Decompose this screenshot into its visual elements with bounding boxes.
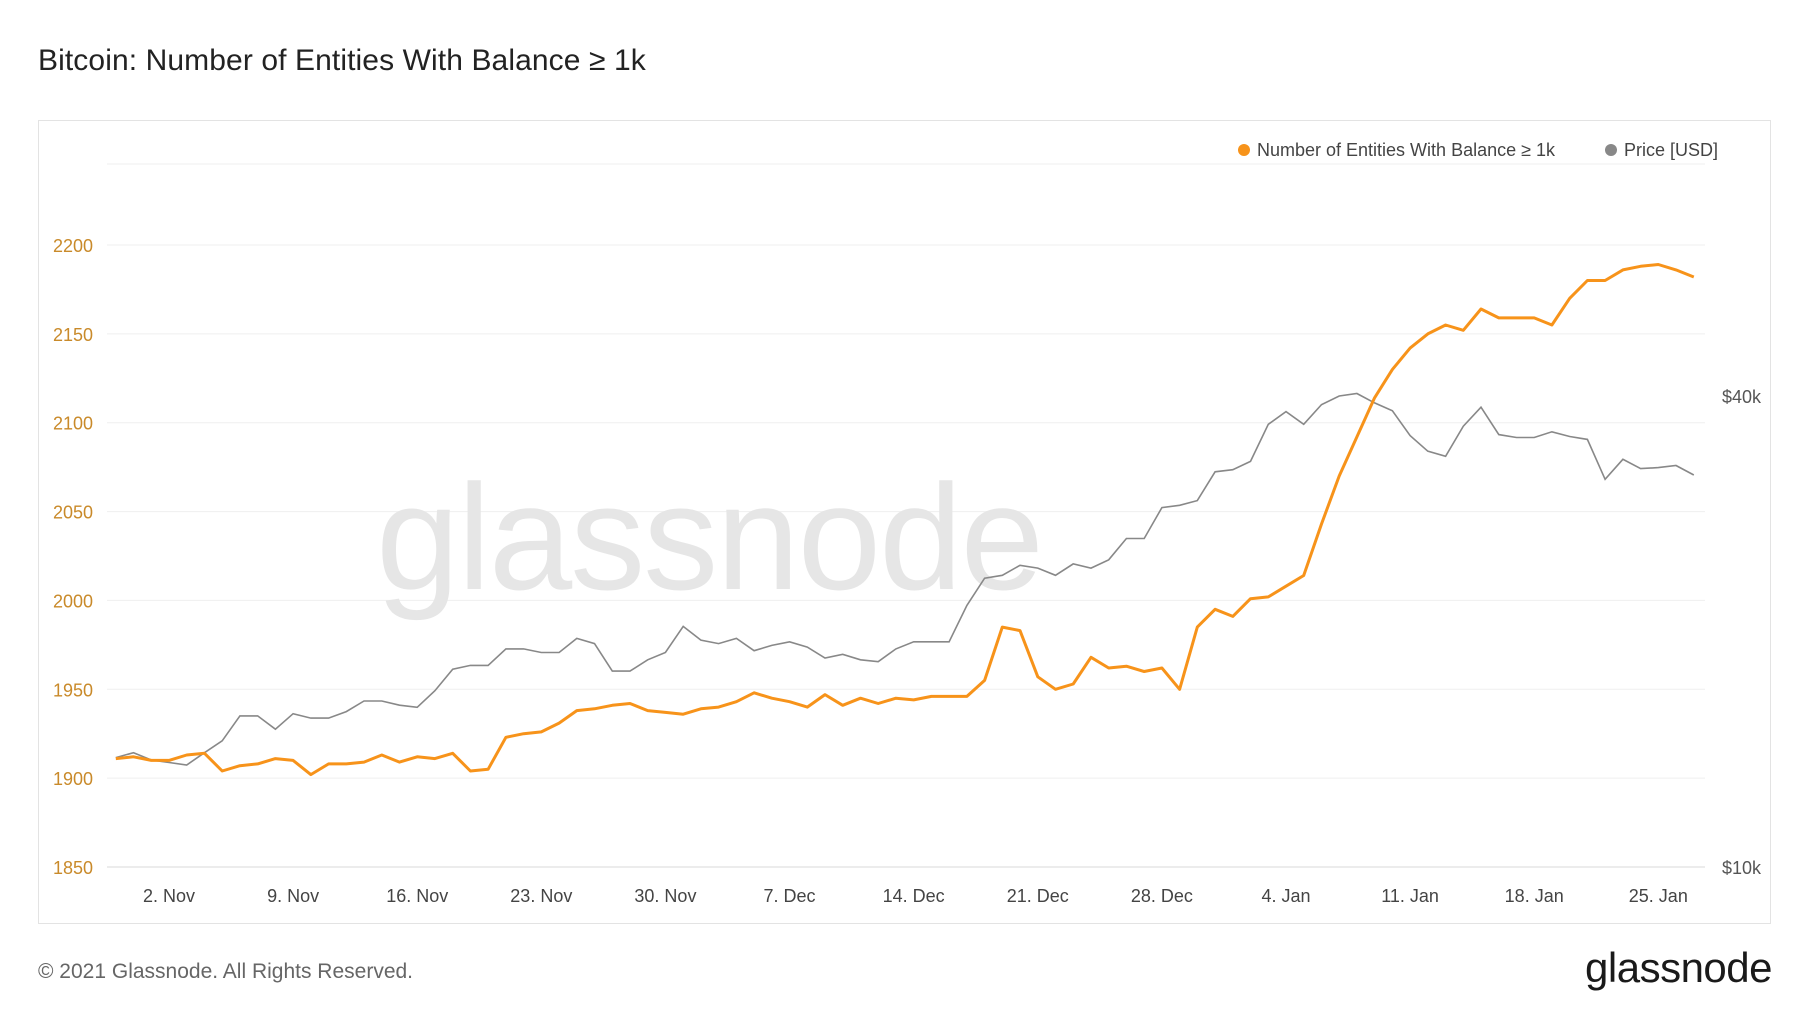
legend-item-entities[interactable]: Number of Entities With Balance ≥ 1k — [1238, 140, 1556, 160]
price-series-line — [115, 392, 1695, 766]
x-tick-label: 2. Nov — [143, 886, 195, 906]
legend-dot-price — [1605, 144, 1617, 156]
right-tick-label: $10k — [1722, 858, 1762, 878]
legend-label-price: Price [USD] — [1624, 140, 1718, 160]
x-tick-label: 14. Dec — [883, 886, 945, 906]
x-tick-label: 25. Jan — [1629, 886, 1688, 906]
legend-item-price[interactable]: Price [USD] — [1605, 140, 1718, 160]
x-tick-label: 9. Nov — [267, 886, 319, 906]
left-tick-label: 2000 — [53, 591, 93, 611]
grid-lines — [107, 163, 1705, 868]
legend: Number of Entities With Balance ≥ 1k Pri… — [1238, 140, 1718, 160]
x-tick-label: 4. Jan — [1261, 886, 1310, 906]
chart-svg: glassnode 1850 1900 1950 2000 2050 2100 2150 22… — [53, 140, 1762, 906]
left-tick-label: 2050 — [53, 503, 93, 523]
x-tick-label: 23. Nov — [510, 886, 572, 906]
x-tick-label: 30. Nov — [634, 886, 696, 906]
left-tick-label: 1850 — [53, 858, 93, 878]
x-tick-label: 18. Jan — [1505, 886, 1564, 906]
chart-title: Bitcoin: Number of Entities With Balance… — [38, 44, 646, 77]
watermark: glassnode — [376, 453, 1042, 621]
chart-frame: glassnode 1850 1900 1950 2000 2050 2100 2150 22… — [38, 120, 1771, 924]
x-tick-label: 7. Dec — [764, 886, 816, 906]
legend-dot-entities — [1238, 144, 1250, 156]
footer-logo: glassnode — [1585, 944, 1772, 991]
right-axis-ticks: $10k $40k — [1722, 387, 1762, 878]
x-axis-ticks: 2. Nov 9. Nov 16. Nov 23. Nov 30. Nov 7. Dec 1… — [143, 886, 1688, 906]
entities-series-line — [115, 263, 1695, 777]
legend-label-entities: Number of Entities With Balance ≥ 1k — [1257, 140, 1556, 160]
footer-copyright: © 2021 Glassnode. All Rights Reserved. — [38, 960, 414, 983]
x-tick-label: 11. Jan — [1381, 886, 1439, 906]
x-tick-label: 16. Nov — [386, 886, 448, 906]
left-tick-label: 2100 — [53, 414, 93, 434]
left-tick-label: 1950 — [53, 680, 93, 700]
left-axis-ticks: 1850 1900 1950 2000 2050 2100 2150 2200 — [53, 236, 93, 878]
left-tick-label: 2150 — [53, 325, 93, 345]
x-tick-label: 28. Dec — [1131, 886, 1193, 906]
right-tick-label: $40k — [1722, 387, 1762, 407]
x-tick-label: 21. Dec — [1007, 886, 1069, 906]
left-tick-label: 1900 — [53, 769, 93, 789]
left-tick-label: 2200 — [53, 236, 93, 256]
